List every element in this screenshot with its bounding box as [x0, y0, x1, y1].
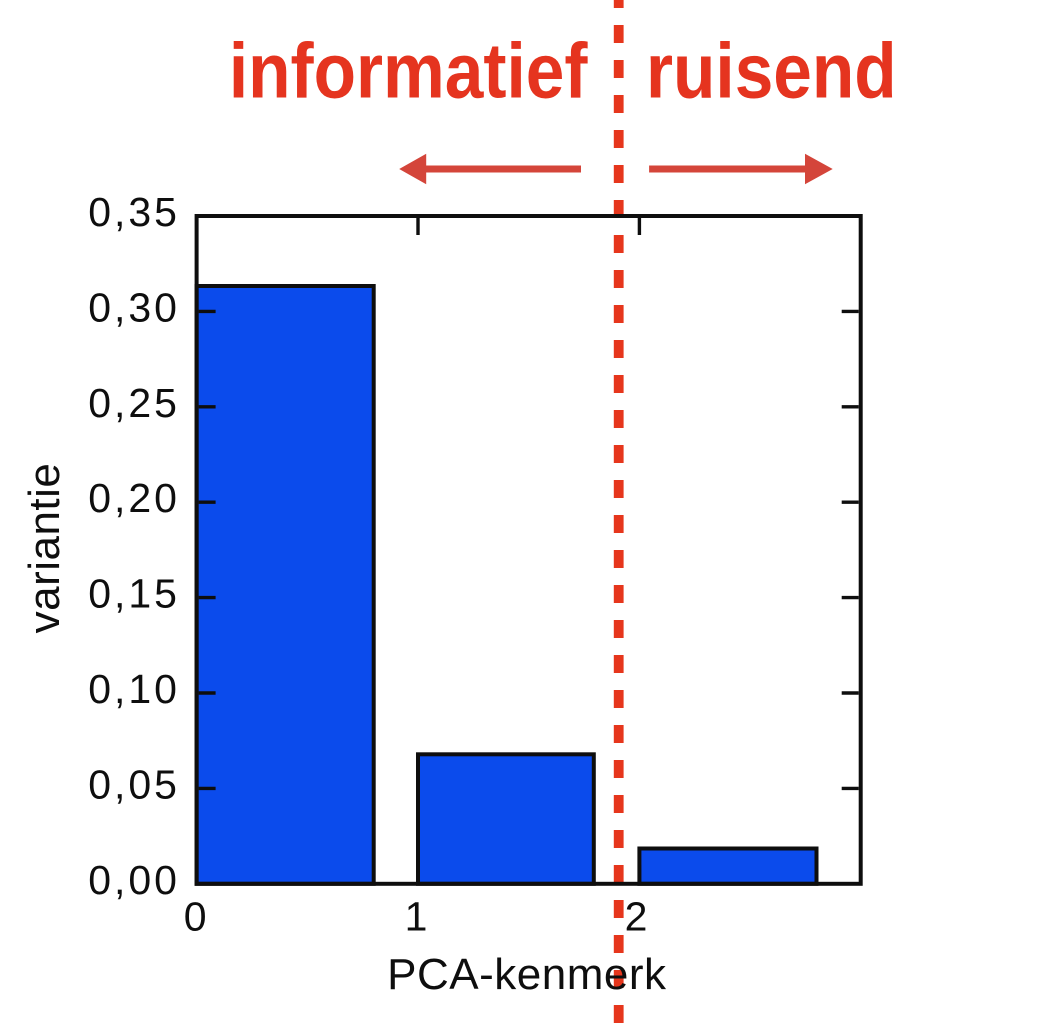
svg-text:0,20: 0,20: [88, 475, 180, 521]
svg-text:0,05: 0,05: [88, 761, 180, 807]
svg-text:2: 2: [625, 894, 651, 940]
svg-text:informatief: informatief: [229, 27, 588, 115]
svg-text:ruisend: ruisend: [646, 27, 897, 115]
svg-text:0,30: 0,30: [88, 284, 180, 330]
svg-text:0,10: 0,10: [88, 666, 180, 712]
svg-text:0,25: 0,25: [88, 380, 180, 426]
svg-text:variantie: variantie: [20, 463, 69, 634]
svg-text:0,00: 0,00: [88, 857, 180, 903]
svg-text:PCA-kenmerk: PCA-kenmerk: [387, 950, 667, 999]
svg-text:0: 0: [184, 894, 210, 940]
svg-text:0,15: 0,15: [88, 571, 180, 617]
svg-text:1: 1: [405, 894, 431, 940]
svg-text:0,35: 0,35: [88, 189, 180, 235]
